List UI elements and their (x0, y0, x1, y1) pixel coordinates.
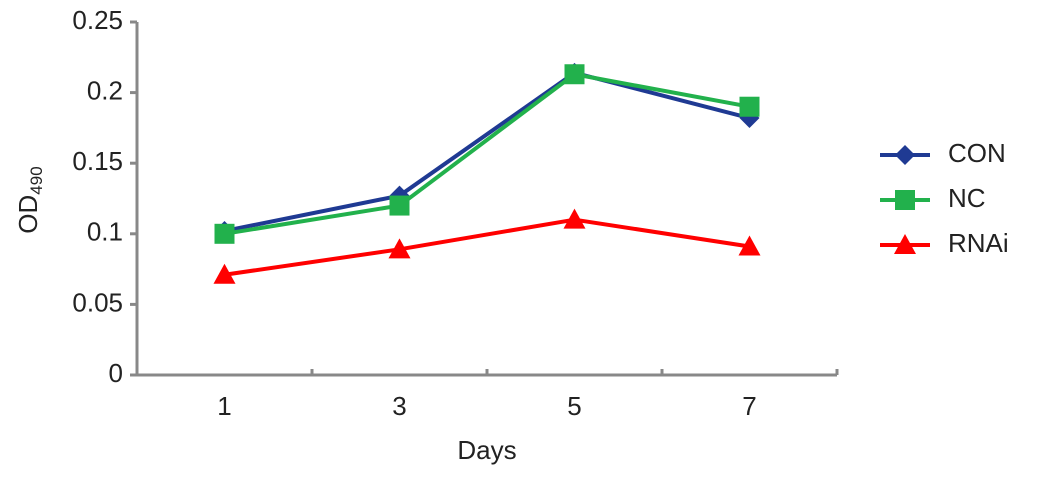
legend-marker (895, 145, 915, 165)
x-axis-label: Days (457, 435, 516, 465)
series-line (224, 217, 750, 277)
x-tick-label: 5 (567, 391, 581, 421)
legend-label: RNAi (948, 228, 1009, 258)
y-tick-label: 0.1 (87, 217, 123, 247)
marker (738, 235, 761, 256)
marker (213, 263, 236, 284)
y-tick-label: 0.2 (87, 75, 123, 105)
series-line (224, 72, 750, 236)
marker (389, 195, 410, 216)
legend-label: NC (948, 183, 986, 213)
y-tick-label: 0 (109, 358, 123, 388)
series-line (224, 70, 750, 233)
y-label-sub: 490 (27, 166, 46, 194)
marker (739, 96, 760, 117)
legend-marker (894, 234, 916, 254)
x-tick-label: 1 (217, 391, 231, 421)
y-label-main: OD (13, 195, 43, 234)
legend-label: CON (948, 138, 1006, 168)
legend-marker (895, 190, 915, 210)
x-tick-label: 3 (392, 391, 406, 421)
marker (563, 208, 586, 229)
marker (214, 223, 235, 244)
y-axis-label: OD490 (13, 166, 47, 233)
y-tick-label: 0.25 (72, 5, 123, 35)
marker (564, 64, 585, 85)
y-tick-label: 0.05 (72, 287, 123, 317)
marker (388, 238, 411, 259)
y-tick-label: 0.15 (72, 146, 123, 176)
x-tick-label: 7 (742, 391, 756, 421)
